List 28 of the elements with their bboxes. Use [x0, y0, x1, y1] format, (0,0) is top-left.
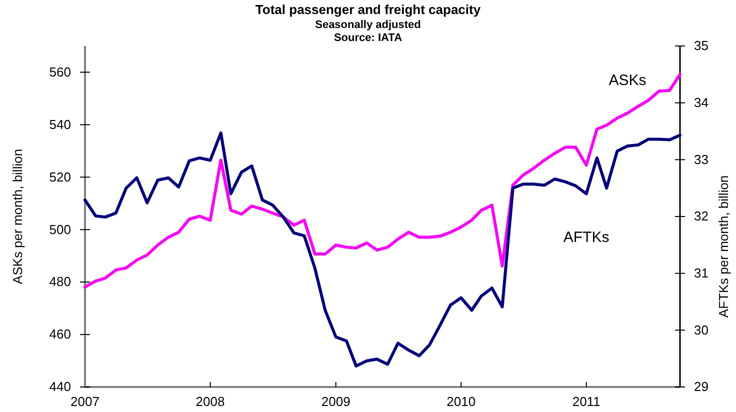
source-note: Source: IATA [334, 32, 402, 44]
series-label: ASKs [608, 72, 646, 90]
x-tick-label: 2008 [196, 394, 225, 410]
y-tick-label: 480 [49, 274, 71, 290]
chart-title: Total passenger and freight capacity [255, 2, 482, 17]
chart-subtitle: Seasonally adjusted [315, 19, 421, 31]
text: AFTKs [563, 228, 610, 246]
y-tick-label: 440 [49, 379, 71, 394]
x-tick-label: 2010 [446, 394, 476, 410]
y-tick-label: 540 [49, 116, 71, 132]
y2-tick-label: 32 [694, 208, 708, 224]
x-tick-label: 2007 [70, 394, 100, 410]
y2-tick-label: 29 [694, 379, 708, 394]
x-tick-label: 2009 [321, 394, 350, 410]
y-tick-label: 500 [49, 222, 71, 237]
y2-tick-label: 31 [694, 265, 708, 280]
line-series [84, 72, 682, 289]
x-tick-label: 2011 [572, 394, 600, 410]
y2-tick-label: 34 [694, 94, 708, 110]
y2-axis-title: AFTKs per month, billion [716, 175, 731, 318]
y2-tick-label: 30 [694, 322, 708, 338]
y2-tick-label: 33 [694, 152, 708, 167]
y2-tick-label: 35 [694, 38, 708, 54]
y-tick-label: 560 [49, 64, 71, 80]
y-tick-label: 520 [49, 169, 71, 184]
y-tick-label: 460 [49, 326, 71, 342]
line-series [84, 131, 682, 368]
y-axis-title: ASKs per month, billion [10, 148, 25, 284]
